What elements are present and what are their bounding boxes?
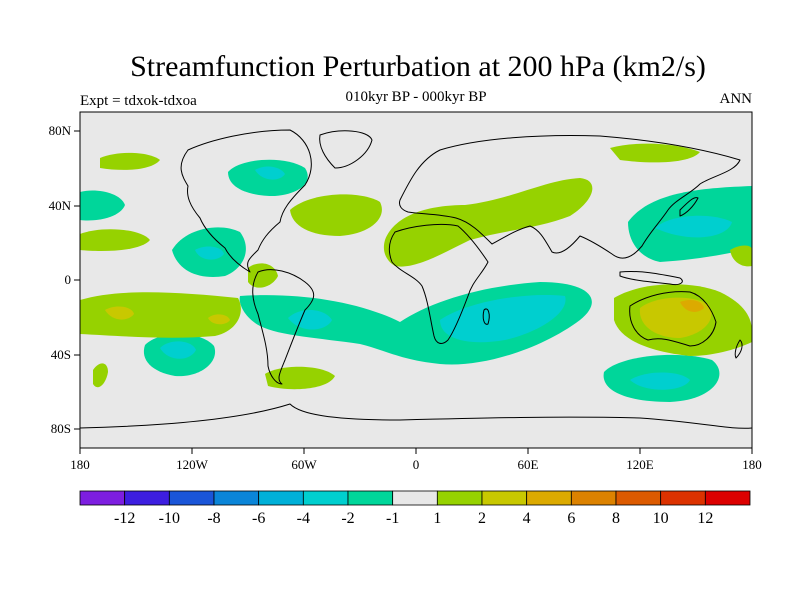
coastline-greenland — [319, 130, 373, 169]
colorbar-label: 6 — [567, 510, 575, 527]
colorbar-label: -6 — [252, 510, 265, 527]
coastline-japan — [679, 197, 699, 217]
chart-subtitle: 010kyr BP - 000kyr BP — [345, 89, 487, 105]
colorbar-label: -2 — [341, 510, 354, 527]
colorbar-label: -1 — [386, 510, 399, 527]
y-tick-label: 80S — [51, 421, 71, 436]
colorbar-label: -4 — [297, 510, 310, 527]
contour-region — [630, 372, 690, 390]
x-tick-label: 180 — [70, 457, 90, 472]
coastline-north-america — [180, 129, 312, 273]
colorbar-box — [526, 490, 572, 506]
contour-region — [265, 366, 335, 390]
colorbar-label: 4 — [523, 510, 531, 527]
coastline-south-america — [252, 269, 315, 385]
x-tick-label: 120W — [176, 457, 209, 472]
contour-fields — [80, 129, 752, 429]
colorbar-box — [570, 490, 617, 506]
season-label: ANN — [719, 91, 753, 107]
y-tick-label: 40N — [49, 198, 72, 213]
y-tick-label: 40S — [51, 347, 71, 362]
coastline-africa — [388, 223, 489, 344]
colorbar-label: 10 — [653, 510, 669, 527]
x-tick-label: 60E — [518, 457, 539, 472]
contour-region — [100, 152, 160, 170]
x-tick-labels: 180 120W 60W 0 60E 120E 180 — [70, 457, 762, 472]
colorbar — [79, 490, 751, 506]
colorbar-label: 1 — [433, 510, 441, 527]
colorbar-box — [481, 490, 528, 506]
contour-region — [160, 341, 196, 359]
colorbar-box — [436, 490, 483, 506]
contour-region — [80, 292, 241, 338]
contour-region — [255, 166, 285, 180]
colorbar-box — [258, 490, 304, 506]
colorbar-box — [213, 490, 260, 506]
coastline-antarctica — [80, 403, 752, 429]
coastline-indonesia — [619, 271, 683, 285]
colorbar-box — [302, 490, 349, 506]
x-tick-label: 180 — [742, 457, 762, 472]
contour-region — [105, 306, 134, 320]
colorbar-label: -8 — [207, 510, 220, 527]
contour-region — [208, 314, 230, 325]
colorbar-label: 2 — [478, 510, 486, 527]
contour-region — [290, 194, 382, 236]
colorbar-box — [347, 490, 394, 506]
x-tick-label: 120E — [626, 457, 654, 472]
positive-band-regions — [80, 143, 752, 390]
colorbar-label: 8 — [612, 510, 620, 527]
y-tick-label: 80N — [49, 123, 72, 138]
coastline-australia — [629, 291, 717, 347]
colorbar-box — [79, 490, 126, 506]
contour-region — [195, 246, 224, 260]
colorbar-label: -10 — [159, 510, 180, 527]
colorbar-box — [392, 490, 438, 506]
coastlines — [80, 129, 752, 429]
x-tick-label: 60W — [291, 457, 317, 472]
y-tick-label: 0 — [65, 272, 72, 287]
contour-region — [440, 295, 566, 343]
positive-peak-regions — [680, 300, 704, 312]
colorbar-box — [615, 490, 662, 506]
colorbar-box — [704, 490, 751, 506]
chart-title: Streamfunction Perturbation at 200 hPa (… — [130, 50, 706, 83]
contour-region — [80, 190, 125, 221]
contour-region — [93, 363, 108, 388]
colorbar-box — [124, 490, 170, 506]
colorbar-label: -12 — [114, 510, 135, 527]
axis-ticks — [74, 130, 753, 454]
contour-region — [655, 215, 732, 238]
x-tick-label: 0 — [413, 457, 420, 472]
coastline-madagascar — [482, 308, 490, 325]
coastline-eurasia — [399, 135, 741, 259]
contour-region — [730, 245, 752, 267]
negative-core-regions — [160, 166, 732, 390]
contour-region — [383, 178, 593, 267]
contour-region — [610, 143, 700, 163]
contour-region — [80, 229, 150, 251]
y-tick-labels: 80N 40N 0 40S 80S — [49, 123, 72, 436]
experiment-label: Expt = tdxok-tdxoa — [80, 93, 197, 109]
colorbar-label: 12 — [697, 510, 713, 527]
coastline-new-zealand — [734, 339, 743, 359]
colorbar-box — [168, 490, 215, 506]
colorbar-labels: -12 -10 -8 -6 -4 -2 -1 1 2 4 6 8 10 12 — [114, 510, 713, 527]
colorbar-box — [660, 490, 706, 506]
contour-region — [680, 300, 704, 312]
